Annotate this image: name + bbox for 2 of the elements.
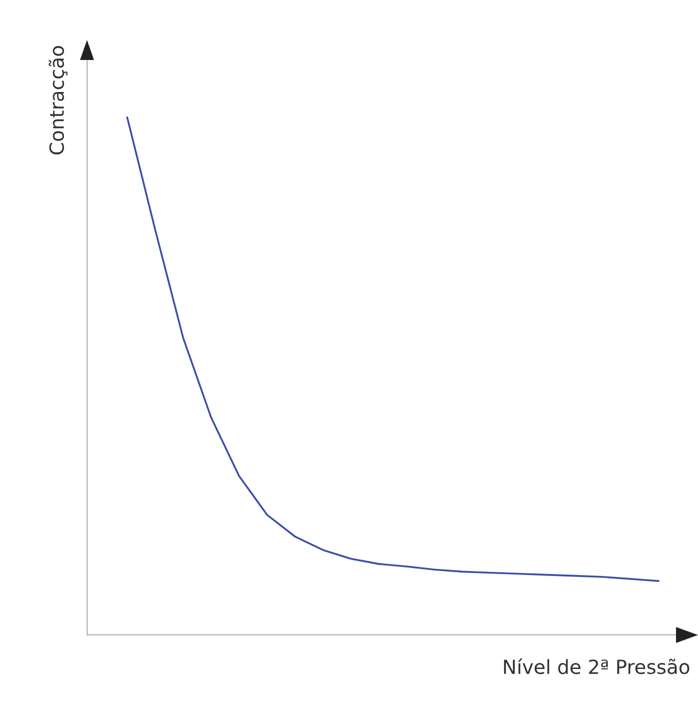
- y-axis-title: Contracção: [48, 46, 68, 154]
- x-axis-title: Nível de 2ª Pressão: [504, 658, 690, 674]
